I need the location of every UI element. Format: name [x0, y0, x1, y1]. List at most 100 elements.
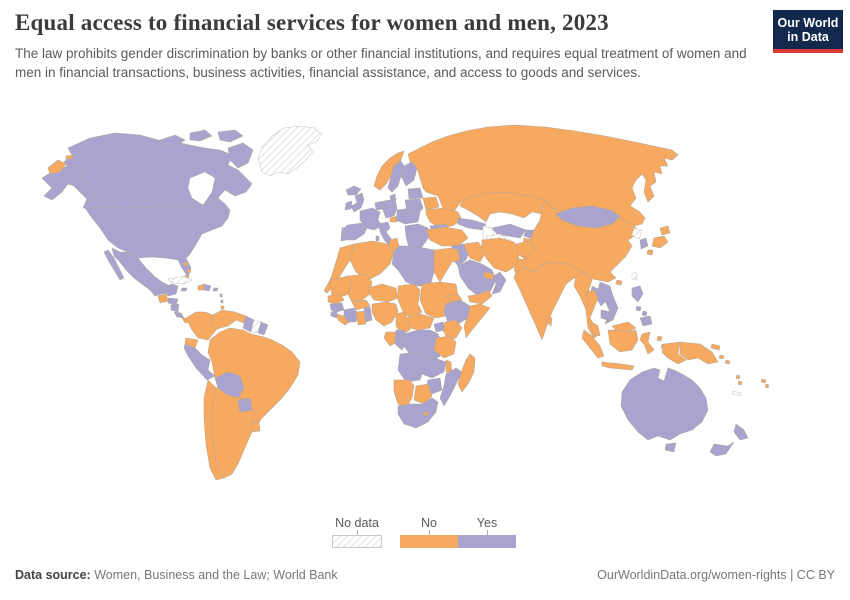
country-tanzania[interactable]: [433, 335, 457, 359]
country-nicaragua[interactable]: [170, 303, 180, 313]
country-poland[interactable]: [404, 198, 424, 215]
country-finland[interactable]: [400, 161, 418, 187]
country-venezuela[interactable]: [209, 309, 247, 331]
legend-swatch-no[interactable]: [400, 535, 458, 548]
country-mongolia[interactable]: [555, 205, 621, 229]
country-yemen[interactable]: [467, 289, 493, 305]
country-bahamas[interactable]: [182, 261, 192, 279]
country-new-caledonia[interactable]: [731, 390, 742, 397]
country-iran[interactable]: [481, 237, 521, 273]
country-libya[interactable]: [391, 245, 435, 287]
country-south-korea[interactable]: [639, 237, 649, 250]
country-paraguay[interactable]: [237, 397, 253, 413]
country-canada-island-3[interactable]: [217, 129, 244, 143]
country-vietnam[interactable]: [597, 281, 619, 325]
country-iceland[interactable]: [345, 185, 362, 196]
country-indonesia-sumatra[interactable]: [581, 329, 605, 359]
legend-swatch-no-data[interactable]: [332, 535, 382, 548]
country-mexico-yucatan[interactable]: [161, 283, 179, 297]
country-cuba[interactable]: [167, 275, 193, 285]
country-sri-lanka[interactable]: [546, 315, 553, 327]
country-tunisia[interactable]: [388, 237, 400, 253]
country-caucasus[interactable]: [457, 217, 487, 231]
country-algeria[interactable]: [349, 240, 395, 281]
country-philippines-mindanao[interactable]: [639, 315, 653, 327]
country-niger[interactable]: [367, 283, 399, 303]
country-united-kingdom[interactable]: [350, 192, 365, 213]
license-link[interactable]: CC BY: [796, 568, 835, 582]
country-taiwan[interactable]: [631, 271, 638, 281]
country-kenya[interactable]: [442, 319, 463, 341]
country-north-korea[interactable]: [631, 227, 643, 240]
country-canada-island-2[interactable]: [189, 129, 213, 142]
country-iraq[interactable]: [463, 241, 487, 263]
country-saudi-arabia[interactable]: [457, 259, 497, 297]
country-guatemala[interactable]: [157, 293, 169, 304]
country-french-guiana[interactable]: [257, 321, 269, 336]
country-united-states[interactable]: [84, 197, 231, 278]
country-oman[interactable]: [491, 271, 507, 295]
country-haiti[interactable]: [197, 283, 205, 291]
country-china-hainan[interactable]: [615, 279, 623, 286]
country-norway[interactable]: [373, 150, 405, 191]
country-egypt[interactable]: [433, 247, 461, 283]
country-puerto-rico[interactable]: [212, 287, 219, 292]
country-kazakhstan[interactable]: [459, 191, 553, 223]
country-costa-rica[interactable]: [173, 311, 185, 319]
country-mali[interactable]: [347, 273, 373, 303]
country-uruguay[interactable]: [249, 421, 261, 433]
country-nigeria[interactable]: [371, 301, 399, 327]
country-malaysia-borneo[interactable]: [611, 321, 637, 333]
country-belarus[interactable]: [422, 196, 440, 211]
country-guinea[interactable]: [329, 302, 345, 313]
country-japan-kyushu[interactable]: [646, 249, 654, 256]
country-chad[interactable]: [397, 283, 423, 319]
country-bolivia[interactable]: [214, 371, 245, 399]
country-canada-baffin[interactable]: [227, 142, 254, 169]
country-solomon-islands[interactable]: [718, 354, 731, 365]
owid-logo[interactable]: Our World in Data: [773, 10, 843, 53]
country-philippines-visayas[interactable]: [635, 305, 648, 317]
country-car[interactable]: [405, 313, 435, 331]
country-russia-chukotka[interactable]: [47, 159, 67, 175]
country-dominican-republic[interactable]: [203, 283, 212, 292]
country-baltic-states[interactable]: [407, 187, 424, 200]
country-namibia[interactable]: [393, 379, 415, 409]
country-indonesia-sulawesi[interactable]: [639, 331, 655, 355]
country-alaska[interactable]: [41, 165, 97, 203]
country-ireland[interactable]: [344, 200, 353, 211]
country-colombia[interactable]: [185, 311, 217, 341]
country-south-africa[interactable]: [397, 397, 439, 429]
country-trinidad[interactable]: [220, 305, 225, 310]
country-italy-sardinia[interactable]: [375, 235, 380, 242]
country-indonesia-kalimantan[interactable]: [607, 329, 639, 353]
country-lesser-antilles[interactable]: [219, 293, 224, 304]
country-mexico-baja[interactable]: [103, 249, 125, 281]
country-honduras[interactable]: [167, 297, 179, 306]
country-australia-tasmania[interactable]: [664, 442, 677, 453]
country-germany[interactable]: [382, 198, 398, 219]
country-canada-island-1[interactable]: [159, 134, 186, 147]
country-new-zealand-north[interactable]: [733, 423, 749, 441]
country-ghana[interactable]: [355, 310, 367, 326]
country-png-new-britain[interactable]: [710, 343, 721, 351]
country-chile[interactable]: [203, 379, 225, 481]
country-mozambique[interactable]: [439, 367, 463, 407]
country-new-zealand-south[interactable]: [709, 441, 735, 457]
country-netherlands-belgium[interactable]: [374, 200, 385, 211]
country-zambia[interactable]: [419, 357, 447, 379]
country-eritrea[interactable]: [445, 293, 463, 303]
country-senegal[interactable]: [327, 293, 345, 305]
country-botswana[interactable]: [413, 383, 433, 405]
country-papua-new-guinea[interactable]: [679, 341, 719, 365]
country-peru[interactable]: [183, 343, 216, 381]
country-cote-divoire[interactable]: [343, 307, 359, 323]
country-philippines-luzon[interactable]: [631, 285, 644, 303]
country-togo-benin[interactable]: [363, 306, 373, 323]
country-greenland[interactable]: [257, 125, 323, 177]
country-turkey[interactable]: [425, 226, 469, 247]
country-japan-honshu[interactable]: [651, 235, 669, 249]
country-somalia[interactable]: [463, 303, 491, 339]
country-liberia[interactable]: [336, 313, 351, 326]
country-indonesia-papua[interactable]: [661, 341, 687, 365]
